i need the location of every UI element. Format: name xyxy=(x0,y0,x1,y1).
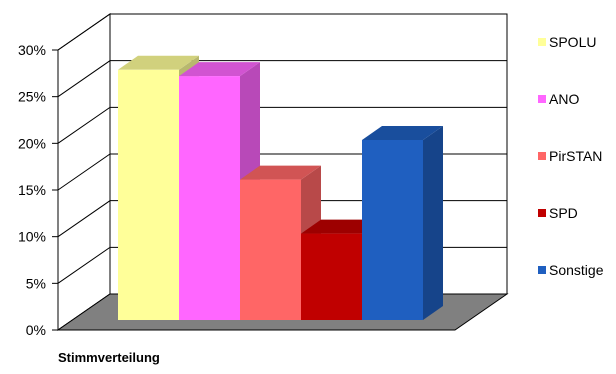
legend-swatch xyxy=(538,209,546,217)
legend-label: SPOLU xyxy=(549,34,596,50)
legend-label: Sonstige xyxy=(549,262,604,278)
bars xyxy=(118,55,443,321)
legend-label: ANO xyxy=(549,91,579,107)
y-tick-label: 20% xyxy=(18,135,46,151)
legend-swatch xyxy=(538,95,546,103)
bar-top xyxy=(240,165,321,180)
legend-label: PirSTAN xyxy=(549,148,602,164)
bar-top xyxy=(118,55,199,70)
bar-front xyxy=(301,233,362,320)
legend-label: SPD xyxy=(549,205,578,221)
bar-top xyxy=(179,62,260,77)
y-tick-label: 0% xyxy=(26,322,46,338)
legend-item-ano: ANO xyxy=(538,91,579,107)
bar-side xyxy=(423,126,443,320)
x-axis-title: Stimmverteilung xyxy=(58,350,160,365)
bar-sonstige xyxy=(362,126,443,320)
bar-top xyxy=(362,126,443,140)
y-tick-label: 10% xyxy=(18,229,46,245)
legend-swatch xyxy=(538,152,546,160)
y-tick-label: 15% xyxy=(18,182,46,198)
bar-top xyxy=(301,219,382,234)
gridline xyxy=(57,106,507,144)
bar-front xyxy=(240,179,301,320)
y-tick-label: 5% xyxy=(26,275,46,291)
y-tick-label: 25% xyxy=(18,89,46,105)
legend-item-spd: SPD xyxy=(538,205,578,221)
bar-front xyxy=(118,69,179,320)
gridline xyxy=(57,13,507,51)
legend-item-sonstige: Sonstige xyxy=(538,262,604,278)
bar-front xyxy=(362,140,423,320)
legend-item-pirstan: PirSTAN xyxy=(538,148,602,164)
legend-swatch xyxy=(538,266,546,274)
gridline xyxy=(57,60,507,98)
legend-item-spolu: SPOLU xyxy=(538,34,596,50)
legend: SPOLU ANO PirSTAN SPD Sonstige xyxy=(538,34,604,278)
legend-swatch xyxy=(538,38,546,46)
y-axis-ticks: 0% 5% 10% 15% 20% 25% 30% xyxy=(18,42,58,338)
y-tick-label: 30% xyxy=(18,42,46,58)
bar-front xyxy=(179,76,240,320)
